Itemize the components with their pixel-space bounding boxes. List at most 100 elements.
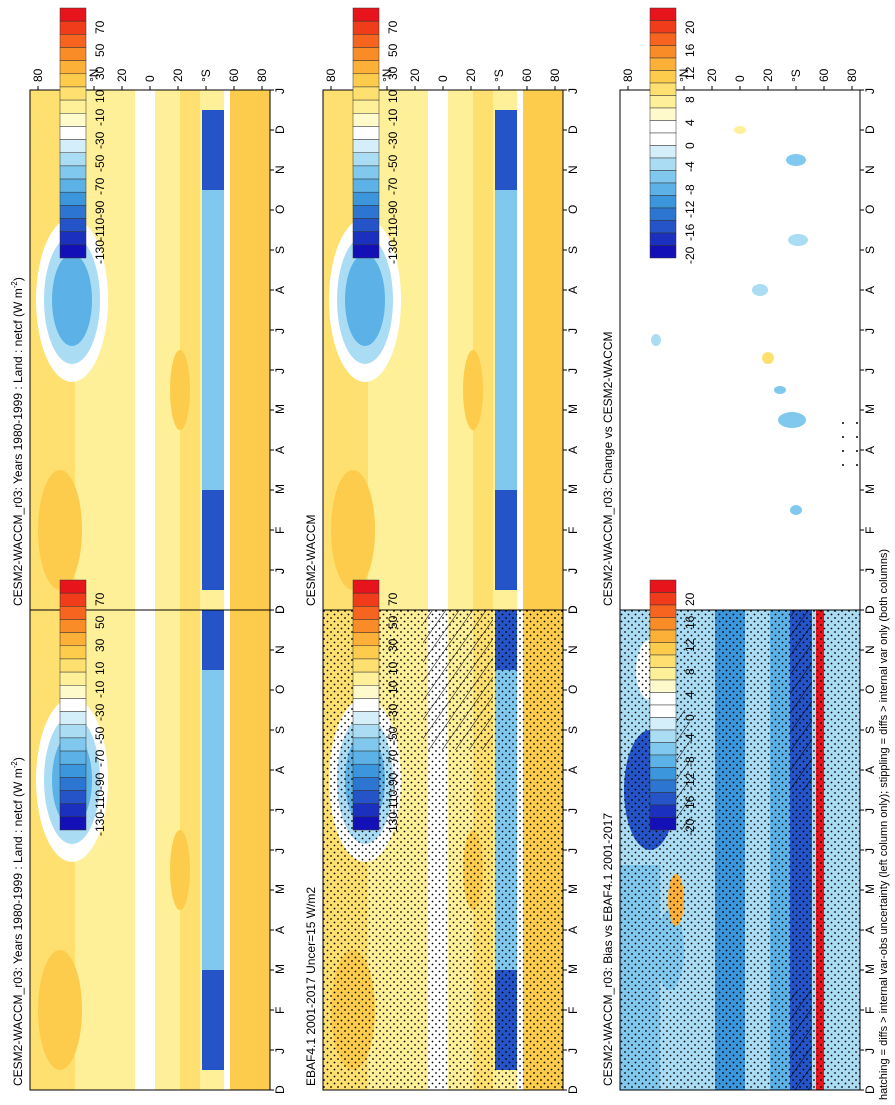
month-tick-label: J [273, 568, 287, 574]
colorbar-label: 0 [683, 142, 697, 149]
colorbar-swatch [59, 126, 87, 140]
colorbar-swatch [59, 73, 87, 88]
month-tick-label: O [566, 685, 580, 694]
month-tick-label: S [566, 726, 580, 734]
month-tick-label: A [273, 446, 287, 454]
warm-patch [38, 470, 82, 590]
month-tick-label: N [273, 165, 287, 174]
cooling-minimum [52, 254, 92, 346]
colorbar-label: 70 [386, 20, 400, 34]
colorbar-swatch [352, 763, 380, 778]
colorbar-swatch [649, 654, 677, 668]
colorbar-label: 50 [93, 615, 107, 629]
colorbar-swatch [352, 205, 380, 219]
field-band [224, 90, 230, 610]
month-tick-label: A [566, 766, 580, 774]
colorbar-swatch [649, 82, 677, 96]
colorbar-swatch [59, 205, 87, 219]
colorbar-swatch [352, 34, 380, 48]
colorbar-swatch [59, 113, 87, 127]
colorbar-swatch [649, 20, 677, 34]
colorbar-label: -70 [386, 177, 400, 195]
colorbar-label: 50 [93, 43, 107, 57]
panel-5: 8060°N20020°S6080DJFMAMJJASONDJCESM2-WAC… [304, 68, 580, 614]
colorbar-label: 12 [683, 66, 697, 80]
colorbar-swatch [352, 816, 380, 831]
colorbar-swatch [59, 606, 87, 620]
colorbar-label: -16 [683, 795, 697, 813]
month-tick-label: D [273, 125, 287, 134]
hatch-region [790, 990, 812, 1090]
stipple-region [830, 420, 858, 470]
colorbar-swatch [59, 218, 87, 232]
month-tick-label: M [863, 884, 877, 894]
colorbar-swatch [649, 642, 677, 656]
colorbar-swatch [649, 45, 677, 59]
month-tick-label: J [273, 368, 287, 374]
colorbar-swatch [352, 113, 380, 127]
colorbar-swatch [59, 698, 87, 712]
month-tick-label: J [566, 368, 580, 374]
colorbar-bias: 20 16 12 8 4 0 -4 -8 -12 -16 -20 [649, 579, 697, 836]
colorbar-swatch [59, 152, 87, 167]
month-tick-label: M [273, 884, 287, 894]
panel-title-close: ) [11, 757, 25, 761]
month-tick-label: J [566, 568, 580, 574]
month-tick-label: N [863, 645, 877, 654]
southern-ocean-min [202, 110, 224, 190]
panel-title-unit: -2 [10, 761, 19, 769]
lat-tick-label: °S [789, 69, 803, 82]
colorbar-swatch [59, 671, 87, 686]
colorbar-label: -50 [386, 726, 400, 744]
month-tick-label: A [566, 446, 580, 454]
colorbar-swatch [352, 671, 380, 686]
colorbar-swatch [352, 737, 380, 752]
month-tick-label: J [273, 88, 287, 94]
month-tick-label: M [566, 484, 580, 494]
colorbar-swatch [59, 178, 87, 193]
colorbar-label: -50 [93, 154, 107, 172]
colorbar-swatch [352, 126, 380, 140]
month-tick-label: J [863, 328, 877, 334]
panel-title-text: CESM2-WACCM [304, 514, 318, 606]
colorbar-swatch [59, 632, 87, 647]
month-tick-label: M [273, 484, 287, 494]
lat-tick-label: °S [492, 69, 506, 82]
colorbar-label: 10 [386, 661, 400, 675]
colorbar-swatch [352, 165, 380, 180]
warm-patch [170, 350, 190, 430]
panel-title: CESM2-WACCM_r03: Change vs CESM2-WACCM [601, 332, 615, 607]
figure-footnote: hatching = diffs > internal var-obs unce… [878, 549, 890, 1100]
colorbar-label: -130 [93, 240, 107, 264]
colorbar-swatch [649, 617, 677, 631]
colorbar-swatch [59, 191, 87, 206]
field-band [180, 570, 200, 1090]
panel-3: 8060°N20020°S6080DJFMAMJJASONDJCESM2-WAC… [601, 548, 877, 1094]
colorbar-label: -10 [93, 108, 107, 126]
change-patch [752, 284, 768, 296]
colorbar-label: 16 [683, 615, 697, 629]
panel-title-text: EBAF4.1 2001-2017 Uncer=15 W/m2 [304, 887, 318, 1086]
month-tick-label: J [863, 1048, 877, 1054]
colorbar-swatch [352, 632, 380, 647]
panel-title: CESM2-WACCM [304, 514, 318, 606]
lat-tick-label: 80 [548, 68, 562, 82]
colorbar-swatch [352, 73, 380, 88]
lat-tick-label: °N [87, 69, 101, 82]
colorbar-swatch [59, 244, 87, 259]
colorbar-label: 12 [683, 638, 697, 652]
field-band [473, 90, 493, 610]
colorbar-label: 10 [93, 89, 107, 103]
colorbar-label: 70 [386, 592, 400, 606]
colorbar-model: 70 50 30 10 -10 -30 -50 -70 -90-110-130 [59, 579, 107, 836]
colorbar-swatch [352, 579, 380, 594]
month-tick-label: A [273, 926, 287, 934]
lat-tick-label: 80 [845, 68, 859, 82]
colorbar-label: -30 [386, 703, 400, 721]
colorbar-swatch [352, 231, 380, 246]
colorbar-swatch [352, 244, 380, 259]
warm-patch [170, 830, 190, 910]
colorbar-swatch [59, 592, 87, 607]
month-tick-label: S [863, 246, 877, 254]
